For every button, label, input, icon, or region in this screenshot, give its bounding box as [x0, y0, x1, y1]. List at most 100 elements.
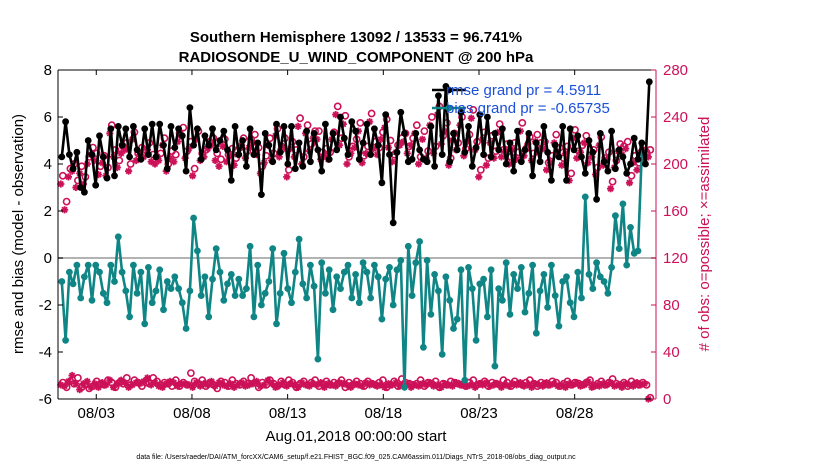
bias-point: [371, 261, 378, 269]
bias-point: [589, 285, 597, 292]
rmse-point: [329, 130, 337, 137]
obs-assimilated-point: [215, 162, 223, 170]
obs-possible-point: [171, 150, 180, 159]
rmse-point: [570, 146, 578, 154]
obs-low-assimilated-point: [189, 383, 197, 391]
y-right-tick-label: 120: [663, 250, 688, 267]
rmse-point: [171, 144, 179, 152]
rmse-point: [423, 158, 431, 166]
rmse-point: [175, 125, 183, 133]
rmse-point: [536, 158, 544, 166]
rmse-point: [337, 113, 344, 121]
obs-assimilated-point: [219, 142, 227, 150]
rmse-point: [307, 158, 314, 166]
bias-point: [141, 320, 149, 328]
rmse-point: [371, 125, 378, 133]
rmse-point: [438, 151, 446, 159]
rmse-point: [224, 146, 231, 154]
rmse-point: [529, 172, 536, 180]
bias-point: [284, 285, 292, 292]
obs-low-assimilated-point: [640, 380, 649, 388]
bias-point: [329, 306, 337, 314]
obs-assimilated-point: [343, 160, 351, 168]
rmse-point: [352, 127, 359, 135]
bias-point: [288, 299, 295, 307]
rmse-point: [397, 108, 405, 116]
rmse-point: [401, 130, 408, 137]
x-tick-label: 08/03: [77, 405, 115, 422]
rmse-point: [585, 137, 593, 144]
rmse-point: [314, 146, 322, 154]
bias-point: [92, 261, 100, 269]
rmse-point: [99, 153, 107, 161]
rmse-point: [630, 134, 638, 142]
obs-assimilated-point: [622, 145, 630, 153]
bias-point: [382, 275, 390, 283]
obs-assimilated-point: [415, 160, 423, 168]
y-left-tick-label: 2: [44, 203, 52, 220]
bias-point: [634, 247, 642, 255]
y-left-tick-label: -6: [39, 391, 52, 408]
rmse-point: [566, 125, 574, 133]
obs-possible-point: [608, 177, 617, 186]
obs-assimilated-point: [558, 161, 566, 169]
rmse-point: [205, 141, 213, 149]
bias-point: [216, 268, 224, 276]
rmse-point: [182, 167, 190, 175]
bias-point: [563, 273, 570, 281]
rmse-point: [600, 158, 608, 166]
rmse-point: [619, 153, 627, 161]
rmse-point: [382, 111, 390, 119]
bias-point: [103, 299, 111, 307]
bias-point: [517, 264, 525, 271]
bias-point: [555, 322, 563, 330]
y-left-tick-label: 8: [44, 62, 52, 79]
rmse-point: [111, 172, 118, 180]
y-axis-left-label: rmse and bias (model - observation): [10, 114, 27, 354]
bias-point: [310, 282, 318, 290]
bias-point: [273, 320, 280, 328]
bias-point: [502, 259, 510, 267]
rmse-point: [472, 144, 480, 152]
bias-point: [435, 287, 442, 295]
rmse-point: [66, 151, 73, 159]
rmse-point: [137, 155, 145, 163]
obs-possible-point: [552, 130, 561, 139]
rmse-point: [69, 165, 77, 173]
bias-point: [510, 271, 518, 278]
bias-point: [276, 289, 284, 297]
rmse-point: [638, 139, 646, 147]
bias-point: [578, 294, 585, 302]
bias-point: [612, 212, 619, 220]
bias-point: [476, 280, 484, 288]
rmse-point: [367, 151, 374, 159]
rmse-point: [340, 134, 348, 142]
bias-point: [457, 266, 465, 274]
obs-low-assimilated-point: [87, 383, 95, 391]
rmse-point: [133, 146, 141, 154]
obs-possible-point: [190, 164, 199, 173]
rmse-point: [408, 155, 416, 163]
rmse-point: [145, 151, 152, 159]
rmse-point: [190, 141, 198, 149]
rmse-point: [92, 181, 100, 189]
rmse-point: [62, 118, 69, 126]
rmse-point: [333, 146, 341, 154]
rmse-point: [427, 123, 435, 130]
rmse-point: [642, 160, 649, 168]
rmse-point: [280, 123, 288, 130]
obs-possible-point: [518, 119, 527, 127]
bias-point: [152, 287, 160, 295]
rmse-point: [389, 219, 397, 227]
obs-low-assimilated-point: [320, 383, 328, 391]
obs-low-assimilated-point: [584, 377, 592, 385]
obs-possible-point: [296, 114, 304, 123]
bias-point: [254, 261, 262, 269]
obs-possible-point: [476, 165, 485, 174]
rmse-point: [220, 127, 228, 135]
rmse-point: [303, 127, 310, 135]
rmse-point: [412, 130, 420, 137]
rmse-point: [288, 123, 295, 130]
obs-low-assimilated-point: [415, 382, 423, 390]
